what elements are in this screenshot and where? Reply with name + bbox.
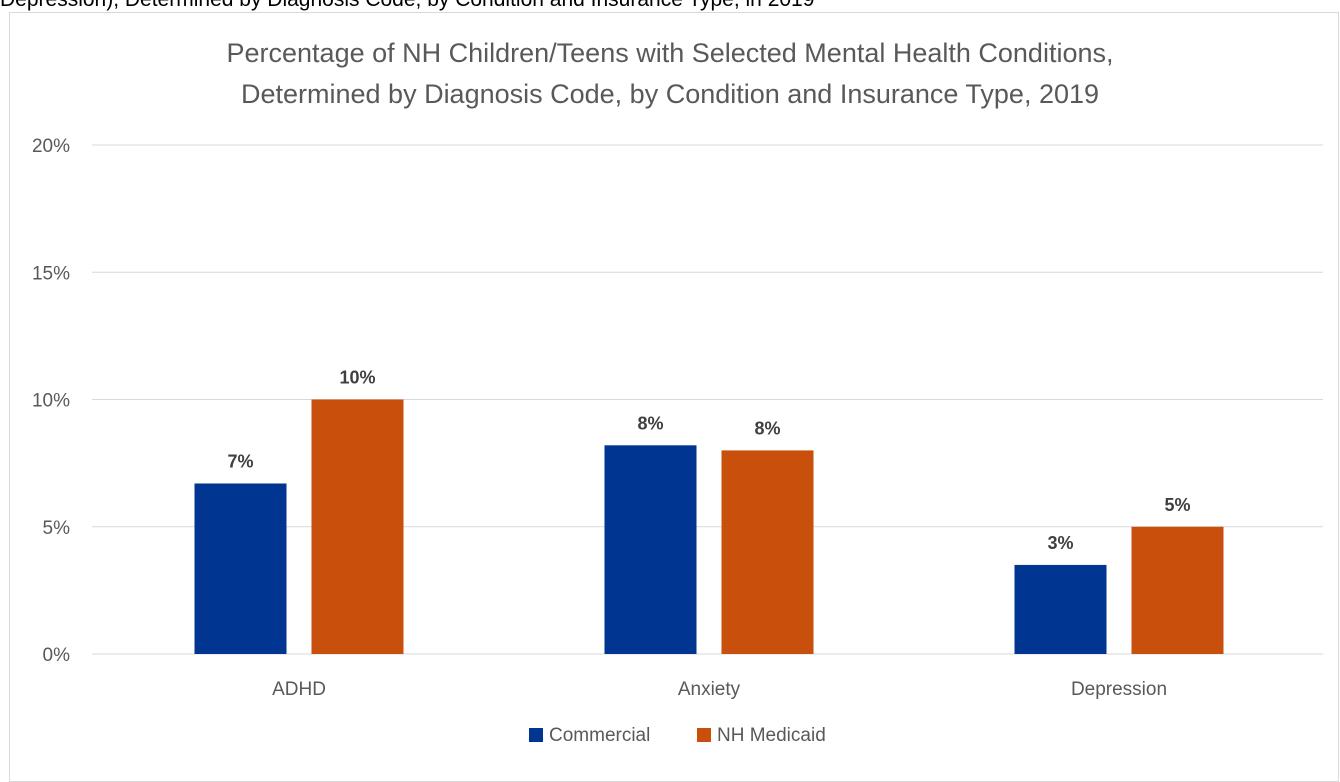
data-label: 8% (754, 418, 780, 438)
y-tick-label: 10% (32, 391, 70, 412)
y-tick-label: 0% (43, 645, 71, 666)
y-tick-label: 5% (43, 518, 71, 539)
bar-commercial-adhd (194, 483, 287, 654)
data-label: 10% (339, 368, 375, 388)
legend-label: Commercial (549, 725, 650, 746)
legend-label: NH Medicaid (717, 725, 826, 746)
data-label: 7% (227, 451, 253, 471)
gridlines (92, 144, 1323, 655)
bar-commercial-anxiety (604, 445, 697, 654)
x-category-label: Depression (1071, 679, 1167, 700)
figure-caption: Depression), Determined by Diagnosis Cod… (0, 0, 1340, 12)
data-label: 5% (1164, 495, 1190, 515)
data-labels: 7% 10% 8% 8% 3% 5% (227, 368, 1190, 553)
x-axis-categories: ADHD Anxiety Depression (272, 679, 1167, 700)
data-label: 8% (637, 413, 663, 433)
bar-nh-medicaid-anxiety (721, 450, 814, 654)
y-axis-ticks: 0% 5% 10% 15% 20% (32, 136, 70, 666)
bar-nh-medicaid-adhd (311, 399, 404, 654)
data-label: 3% (1047, 533, 1073, 553)
x-category-label: ADHD (272, 679, 326, 700)
x-category-label: Anxiety (678, 679, 741, 700)
chart-title-line: Percentage of NH Children/Teens with Sel… (227, 38, 1114, 68)
legend: Commercial NH Medicaid (529, 725, 826, 746)
legend-swatch (697, 728, 711, 742)
chart-title-line: Determined by Diagnosis Code, by Conditi… (241, 79, 1099, 109)
chart-title: Percentage of NH Children/Teens with Sel… (227, 38, 1114, 109)
y-tick-label: 15% (32, 263, 70, 284)
bar-nh-medicaid-depression (1131, 526, 1224, 654)
bar-commercial-depression (1014, 564, 1107, 654)
bars (194, 399, 1224, 654)
y-tick-label: 20% (32, 136, 70, 157)
legend-swatch (529, 728, 543, 742)
